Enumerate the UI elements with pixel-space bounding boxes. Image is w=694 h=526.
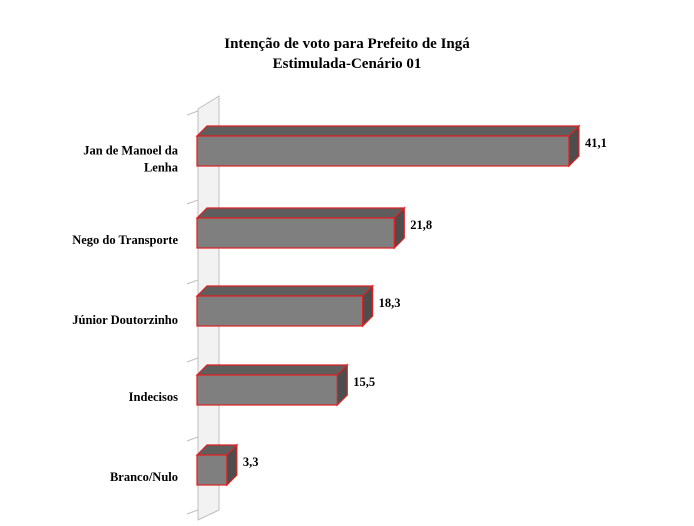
chart-title-line-1: Intenção de voto para Prefeito de Ingá — [224, 36, 470, 52]
category-label: Júnior Doutorzinho — [72, 313, 178, 327]
bar-top — [195, 285, 375, 297]
bar — [196, 295, 364, 327]
chart-title: Intenção de voto para Prefeito de Ingá E… — [0, 34, 694, 74]
bars — [195, 124, 581, 487]
category-label: Lenha — [144, 161, 179, 175]
axis-tick — [186, 199, 199, 205]
data-label: 18,3 — [379, 296, 401, 310]
chart-title-line-2: Estimulada-Cenário 01 — [272, 56, 422, 72]
category-label: Nego do Transporte — [72, 233, 178, 247]
bar — [196, 135, 570, 167]
data-label: 21,8 — [410, 218, 432, 232]
bar — [196, 217, 395, 249]
data-label: 3,3 — [243, 455, 259, 469]
category-label: Jan de Manoel da — [83, 144, 179, 158]
category-label: Indecisos — [129, 390, 178, 404]
axis-tick — [186, 279, 199, 285]
axis-tick — [186, 436, 199, 442]
data-label: 15,5 — [353, 375, 375, 389]
category-label: Branco/Nulo — [110, 470, 178, 484]
axis-tick — [186, 509, 199, 515]
data-label: 41,1 — [585, 136, 607, 150]
axis-tick — [186, 357, 199, 363]
bar — [196, 454, 228, 486]
bar-top — [195, 125, 581, 137]
bar-top — [195, 364, 349, 376]
axis-tick — [186, 110, 199, 116]
bar-top — [195, 207, 406, 219]
bar — [196, 374, 338, 406]
labels: 41,1 Jan de Manoel da Lenha 21,8 Nego do Tra… — [72, 136, 607, 484]
